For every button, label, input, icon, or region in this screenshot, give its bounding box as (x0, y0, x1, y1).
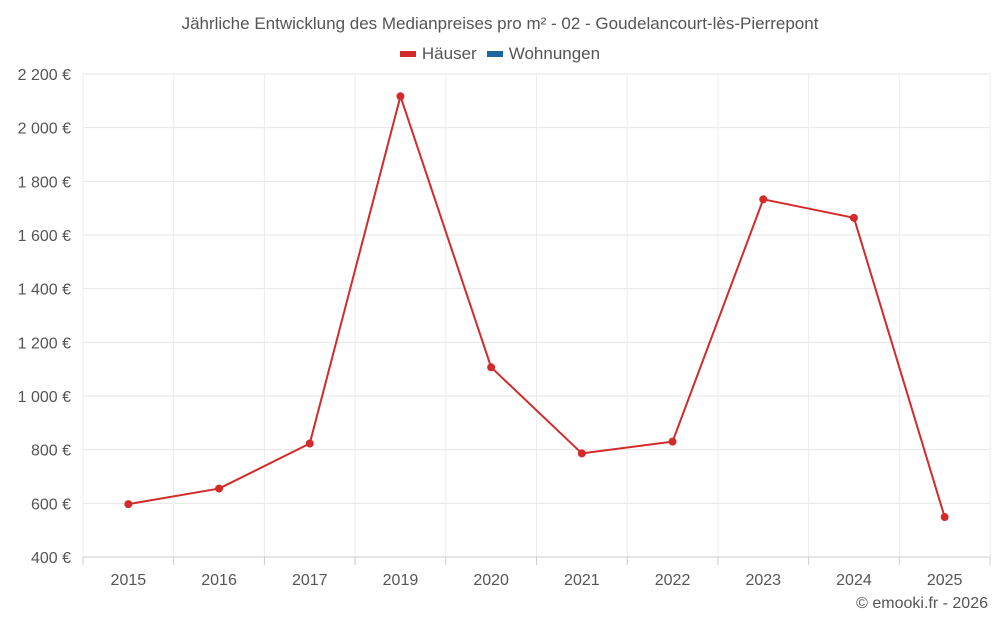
x-tick-label: 2020 (473, 572, 509, 589)
grid (82, 73, 991, 557)
data-point (215, 484, 224, 493)
x-tick-label: 2024 (836, 572, 872, 589)
data-point (396, 92, 405, 101)
data-point (940, 513, 949, 522)
axes: 400 € 600 € 800 € 1 000 € 1 200 € 1 400 € 1 60… (18, 67, 991, 589)
data-point (124, 500, 133, 509)
x-tick-label: 2017 (292, 572, 328, 589)
y-tick-label: 800 € (31, 443, 71, 460)
y-tick-label: 1 400 € (18, 282, 71, 299)
data-point (305, 439, 314, 448)
y-tick-label: 1 000 € (18, 389, 71, 406)
legend-label-wohnungen: Wohnungen (508, 44, 601, 63)
chart-title: Jährliche Entwicklung des Medianpreises … (181, 14, 819, 33)
legend-swatch-wohnungen (486, 51, 503, 57)
x-tick-label: 2023 (745, 572, 781, 589)
y-tick-label: 1 200 € (18, 335, 71, 352)
data-point (759, 195, 768, 204)
credit: © emooki.fr - 2026 (856, 595, 988, 612)
series-lines (128, 95, 946, 518)
legend-item-haeuser[interactable]: Häuser (399, 44, 477, 64)
x-tick-label: 2019 (383, 572, 419, 589)
x-tick-label: 2022 (655, 572, 691, 589)
x-tick-label: 2025 (927, 572, 963, 589)
legend: Häuser Wohnungen (0, 44, 1000, 64)
x-tick-label: 2021 (564, 572, 600, 589)
series-points (124, 92, 949, 522)
data-point (668, 437, 677, 446)
y-tick-label: 600 € (31, 496, 71, 513)
y-tick-label: 2 000 € (18, 121, 71, 138)
y-tick-label: 400 € (31, 550, 71, 567)
data-point (577, 449, 586, 458)
data-point (487, 363, 496, 372)
y-tick-label: 1 600 € (18, 228, 71, 245)
legend-item-wohnungen[interactable]: Wohnungen (486, 44, 601, 64)
x-tick-label: 2015 (111, 572, 147, 589)
data-point (849, 213, 858, 222)
legend-label-haeuser: Häuser (421, 44, 477, 63)
y-tick-label: 1 800 € (18, 174, 71, 191)
y-tick-label: 2 200 € (18, 67, 71, 84)
x-tick-label: 2016 (201, 572, 237, 589)
series-line-0 (128, 95, 946, 518)
legend-swatch-haeuser (399, 51, 416, 57)
